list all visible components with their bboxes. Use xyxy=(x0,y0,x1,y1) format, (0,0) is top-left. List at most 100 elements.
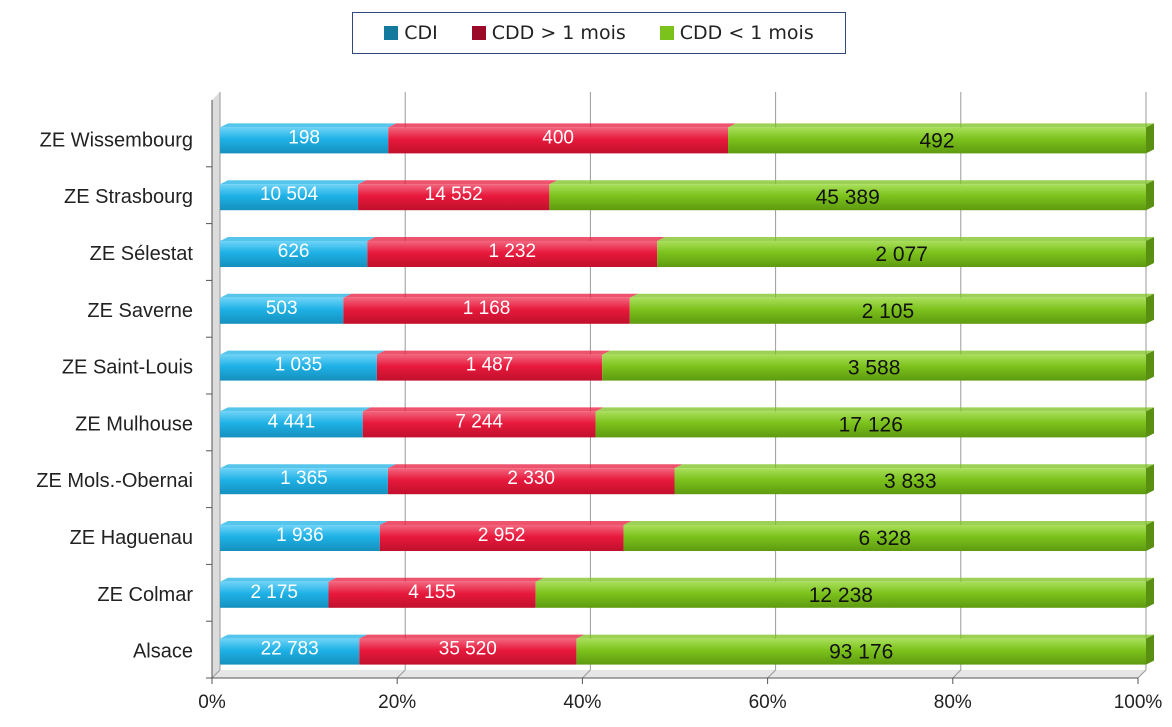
bar-end-face xyxy=(1146,350,1154,381)
bar-segment xyxy=(220,468,388,495)
bar-segment xyxy=(359,638,577,665)
bar-segment xyxy=(358,184,550,211)
bar-end-face xyxy=(1146,521,1154,551)
data-label: 17 126 xyxy=(839,413,903,436)
bar-top-face xyxy=(220,577,337,582)
bar-top-face xyxy=(220,293,352,298)
data-label: 198 xyxy=(288,127,320,148)
gridline-floor xyxy=(952,669,962,679)
category-label: ZE Haguenau xyxy=(70,527,193,549)
data-label: 93 176 xyxy=(829,641,893,664)
gridline-floor xyxy=(767,669,776,679)
bar-top-face xyxy=(602,350,1154,355)
category-label: ZE Wissembourg xyxy=(40,129,193,151)
data-label: 10 504 xyxy=(260,184,319,205)
bar-segment xyxy=(595,411,1146,438)
bar-segment xyxy=(576,638,1146,665)
bar-top-face xyxy=(387,464,683,469)
legend-swatch-cdi xyxy=(384,26,399,40)
data-label: 6 328 xyxy=(858,527,911,550)
data-label: 3 588 xyxy=(848,357,901,380)
data-label: 35 520 xyxy=(439,639,497,660)
legend-label-cdi: CDI xyxy=(404,22,438,44)
bar-segment xyxy=(343,297,630,324)
bar-top-face xyxy=(358,180,558,185)
bar-segment xyxy=(602,354,1146,381)
data-label: 7 244 xyxy=(455,411,503,432)
legend-swatch-cdd-short xyxy=(659,26,674,40)
data-label: 1 365 xyxy=(280,468,328,489)
bar-end-face xyxy=(1146,293,1154,324)
data-label: 503 xyxy=(266,298,298,319)
chart-floor xyxy=(212,670,1146,678)
bars xyxy=(220,123,1154,665)
bar-segment xyxy=(367,241,658,267)
legend-item-cdd-long: CDD > 1 mois xyxy=(471,22,626,44)
gridline-floor xyxy=(582,669,591,679)
bar-segment xyxy=(220,525,380,551)
bar-segment xyxy=(728,127,1146,154)
bar-segment xyxy=(674,468,1146,495)
bar-segment xyxy=(220,184,359,211)
bar-top-face xyxy=(376,350,611,355)
data-label: 2 175 xyxy=(250,582,298,603)
data-label: 2 330 xyxy=(507,468,555,489)
bar-top-face xyxy=(220,464,396,469)
bar-segment xyxy=(328,581,536,608)
bar-top-face xyxy=(362,407,604,412)
category-label: ZE Saverne xyxy=(87,300,193,322)
bar-segment xyxy=(220,127,389,154)
legend-item-cdi: CDI xyxy=(384,22,438,44)
legend-label-cdd-long: CDD > 1 mois xyxy=(491,22,626,44)
gridline-floor xyxy=(1137,669,1147,679)
data-label: 3 833 xyxy=(884,470,937,493)
category-label: ZE Mols.-Obernai xyxy=(36,470,193,492)
bar-end-face xyxy=(1146,123,1154,154)
bar-top-face xyxy=(220,350,385,355)
bar-segment xyxy=(535,581,1146,608)
bar-segment xyxy=(623,525,1146,551)
bar-segment xyxy=(388,127,729,154)
legend-swatch-cdd-long xyxy=(471,26,486,40)
bar-segment xyxy=(549,184,1146,211)
data-label: 492 xyxy=(919,129,954,152)
bar-top-face xyxy=(359,634,585,639)
bar-top-face xyxy=(220,521,388,525)
data-label: 12 238 xyxy=(809,584,873,607)
bar-top-face xyxy=(576,634,1154,639)
bar-top-face xyxy=(343,293,638,298)
bar-top-face xyxy=(379,521,632,525)
bar-end-face xyxy=(1146,577,1154,608)
gridline-floor xyxy=(396,669,406,679)
bar-end-face xyxy=(1146,634,1154,665)
data-label: 1 232 xyxy=(488,241,536,262)
bar-segment xyxy=(220,581,329,608)
gridlines xyxy=(206,92,1147,684)
bar-segment xyxy=(220,241,368,267)
bar-top-face xyxy=(595,407,1154,412)
bar-top-face xyxy=(549,180,1154,185)
legend-label-cdd-short: CDD < 1 mois xyxy=(679,22,814,44)
bar-top-face xyxy=(328,577,544,582)
gridline-floor xyxy=(211,669,221,679)
data-label: 1 936 xyxy=(276,525,324,546)
bar-top-face xyxy=(388,123,737,128)
x-tick-label: 40% xyxy=(563,692,601,713)
data-label: 22 783 xyxy=(261,639,319,660)
data-label: 626 xyxy=(278,241,310,262)
legend-item-cdd-short: CDD < 1 mois xyxy=(659,22,814,44)
bar-segment xyxy=(379,525,624,551)
bar-segment xyxy=(376,354,603,381)
bar-top-face xyxy=(629,293,1154,298)
bar-top-face xyxy=(657,237,1154,241)
data-label: 2 077 xyxy=(875,243,928,266)
bar-segment xyxy=(220,354,377,381)
x-tick-label: 0% xyxy=(198,692,226,713)
bar-segment xyxy=(362,411,596,438)
bar-top-face xyxy=(220,180,367,185)
category-label: ZE Strasbourg xyxy=(64,186,193,208)
chart-wall xyxy=(212,92,220,678)
chart-legend: CDI CDD > 1 mois CDD < 1 mois xyxy=(352,12,846,54)
bar-segment xyxy=(387,468,675,495)
